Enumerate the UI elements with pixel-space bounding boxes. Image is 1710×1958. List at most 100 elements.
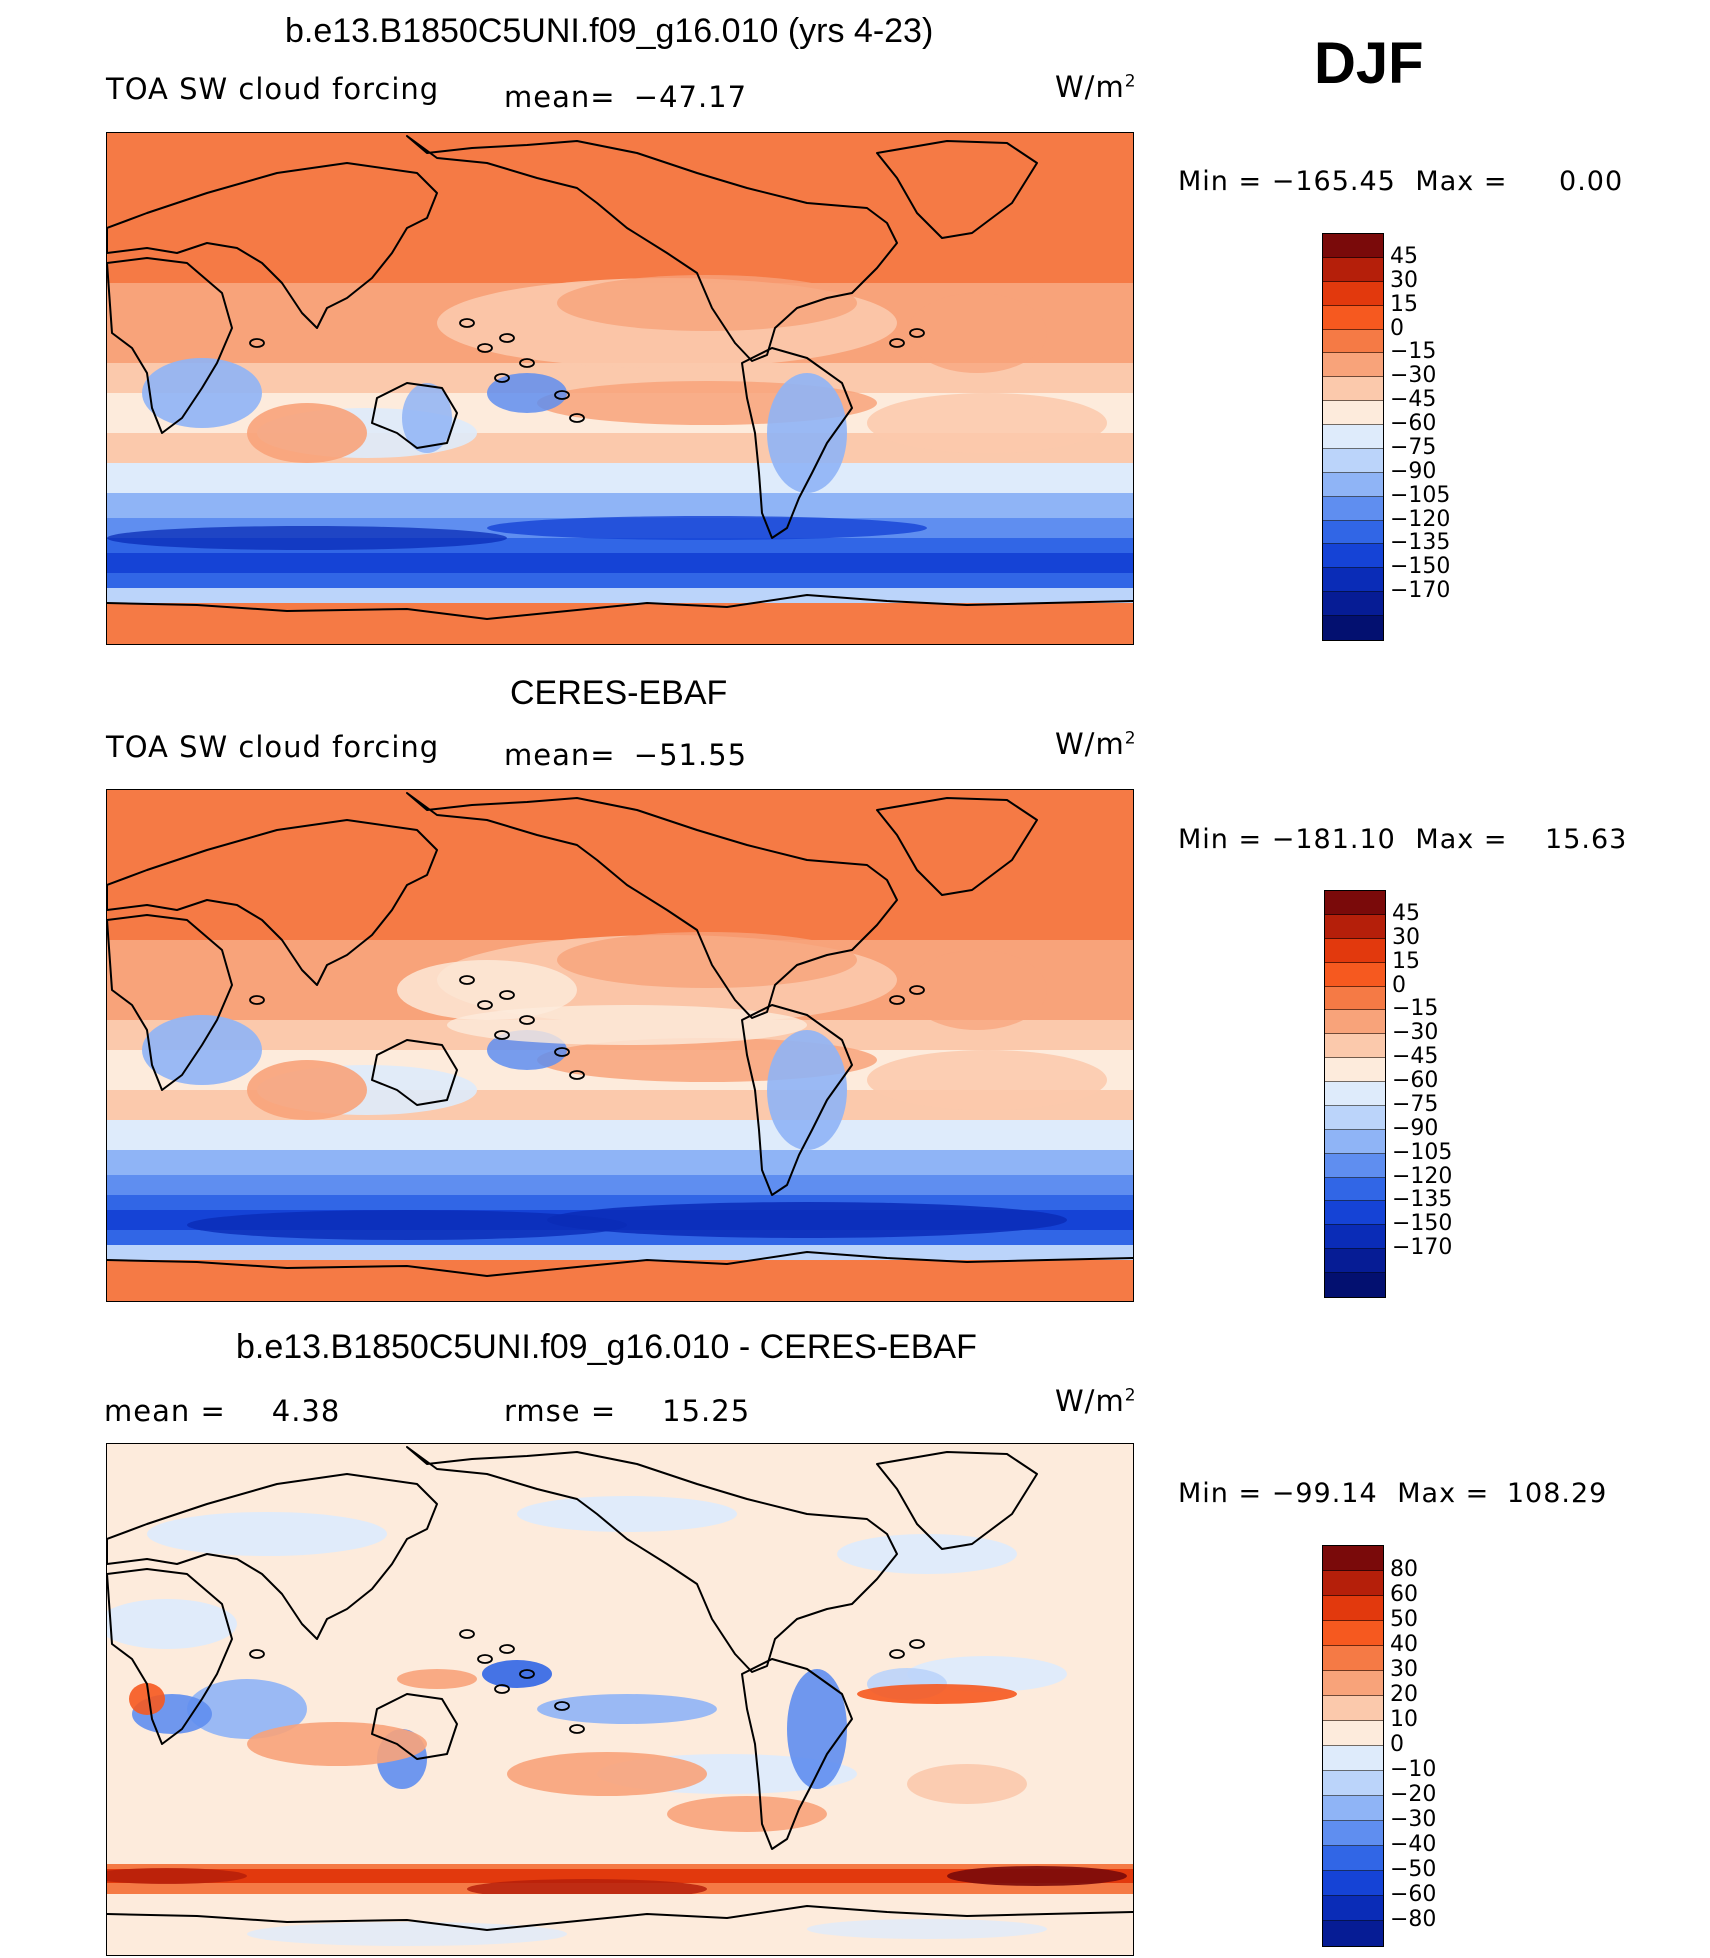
field-patch <box>487 516 927 540</box>
coastline <box>406 792 898 1019</box>
island-outline <box>249 995 265 1005</box>
colorbar-tick-label: 30 <box>1392 924 1420 950</box>
latitude-band <box>107 588 1133 603</box>
colorbar-swatch <box>1323 1596 1383 1621</box>
colorbar-swatch <box>1323 592 1383 616</box>
colorbar-model <box>1322 233 1384 641</box>
coastline <box>107 1905 1133 1931</box>
colorbar-swatch <box>1323 1671 1383 1696</box>
colorbar-swatch <box>1323 1546 1383 1571</box>
latitude-band <box>107 1150 1133 1175</box>
colorbar-tick-label: 80 <box>1390 1557 1418 1582</box>
field-patch <box>447 1005 807 1045</box>
field-patch <box>397 960 577 1020</box>
latitude-band <box>107 493 1133 518</box>
island-outline <box>459 318 475 328</box>
coastline <box>371 1039 458 1106</box>
season-label: DJF <box>1314 31 1424 96</box>
island-outline <box>519 1015 535 1025</box>
colorbar-swatch <box>1323 353 1383 378</box>
panel1-units: W/m2 <box>1055 70 1137 104</box>
map-obs <box>106 789 1134 1302</box>
field-patch <box>857 1684 1017 1704</box>
field-patch <box>667 1796 827 1832</box>
island-outline <box>494 1030 510 1040</box>
colorbar-swatch <box>1325 1129 1385 1154</box>
colorbar-tick-label: −50 <box>1390 1857 1437 1882</box>
colorbar-tick-label: −60 <box>1390 1882 1437 1907</box>
panel1-minmax: Min = −165.45 Max = 0.00 <box>1178 166 1624 197</box>
colorbar-swatch <box>1323 305 1383 330</box>
coastline <box>741 1658 853 1850</box>
panel3-minmax: Min = −99.14 Max = 108.29 <box>1178 1478 1608 1509</box>
colorbar-swatch <box>1325 1082 1385 1106</box>
colorbar-tick-label: −120 <box>1392 1163 1453 1189</box>
field-patch <box>557 932 857 988</box>
coastline <box>371 1693 458 1760</box>
panel1-title: b.e13.B1850C5UNI.f09_g16.010 (yrs 4-23) <box>285 12 934 50</box>
colorbar-swatch <box>1325 1249 1385 1273</box>
island-outline <box>494 373 510 383</box>
field-patch <box>517 1496 737 1532</box>
colorbar-swatch <box>1325 1273 1385 1297</box>
coastline <box>741 347 853 539</box>
colorbar-swatch <box>1325 1058 1385 1082</box>
colorbar-tick-label: −90 <box>1390 458 1437 484</box>
panel2-units: W/m2 <box>1055 727 1137 761</box>
island-outline <box>554 1701 570 1711</box>
colorbar-swatch <box>1325 1010 1385 1035</box>
field-patch <box>547 1202 1067 1238</box>
island-outline <box>889 1649 905 1659</box>
field-patch <box>507 1752 707 1796</box>
coastline <box>107 1568 233 1745</box>
island-outline <box>889 338 905 348</box>
colorbar-swatch <box>1325 962 1385 987</box>
field-patch <box>487 373 567 413</box>
coastline <box>107 162 438 329</box>
island-outline <box>499 1644 515 1654</box>
colorbar-swatch <box>1323 568 1383 593</box>
colorbar-swatch <box>1323 544 1383 569</box>
colorbar-tick-label: −135 <box>1392 1187 1453 1213</box>
island-outline <box>889 995 905 1005</box>
colorbar-swatch <box>1323 448 1383 473</box>
colorbar-tick-label: −135 <box>1390 530 1451 556</box>
field-patch <box>537 1694 717 1724</box>
panel3-units: W/m2 <box>1055 1384 1137 1418</box>
coastline <box>741 1004 853 1196</box>
colorbar-tick-label: 50 <box>1390 1607 1418 1632</box>
field-patch <box>867 393 1107 453</box>
panel3-mean: mean = 4.38 <box>104 1394 341 1428</box>
latitude-band <box>107 1120 1133 1150</box>
colorbar-swatch <box>1323 281 1383 306</box>
colorbar-swatch <box>1323 257 1383 282</box>
island-outline <box>477 1654 493 1664</box>
colorbar-tick-label: 40 <box>1390 1632 1418 1657</box>
colorbar-swatch <box>1325 1225 1385 1250</box>
colorbar-swatch <box>1323 234 1383 258</box>
colorbar-swatch <box>1323 401 1383 425</box>
colorbar-tick-label: −150 <box>1390 554 1451 580</box>
colorbar-swatch <box>1325 986 1385 1011</box>
colorbar-swatch <box>1323 616 1383 640</box>
field-patch <box>807 1919 1047 1939</box>
colorbar-swatch <box>1323 1896 1383 1921</box>
colorbar-swatch <box>1323 329 1383 354</box>
colorbar-swatch <box>1323 1821 1383 1846</box>
colorbar-swatch <box>1323 1721 1383 1746</box>
colorbar-swatch <box>1323 377 1383 402</box>
mean-value: −47.17 <box>633 80 748 114</box>
colorbar-tick-label: −75 <box>1390 434 1437 460</box>
colorbar-swatch <box>1323 1646 1383 1671</box>
colorbar-swatch <box>1323 1921 1383 1946</box>
colorbar-swatch <box>1325 891 1385 915</box>
coastline <box>107 1473 438 1640</box>
panel2-minmax: Min = −181.10 Max = 15.63 <box>1178 824 1628 855</box>
island-outline <box>499 990 515 1000</box>
island-outline <box>569 1724 585 1734</box>
latitude-band <box>107 133 1133 283</box>
coastline <box>107 1251 1133 1277</box>
southern-band-core <box>107 1869 1133 1883</box>
panel3-title: b.e13.B1850C5UNI.f09_g16.010 - CERES-EBA… <box>236 1328 977 1366</box>
field-patch <box>837 1534 1017 1574</box>
